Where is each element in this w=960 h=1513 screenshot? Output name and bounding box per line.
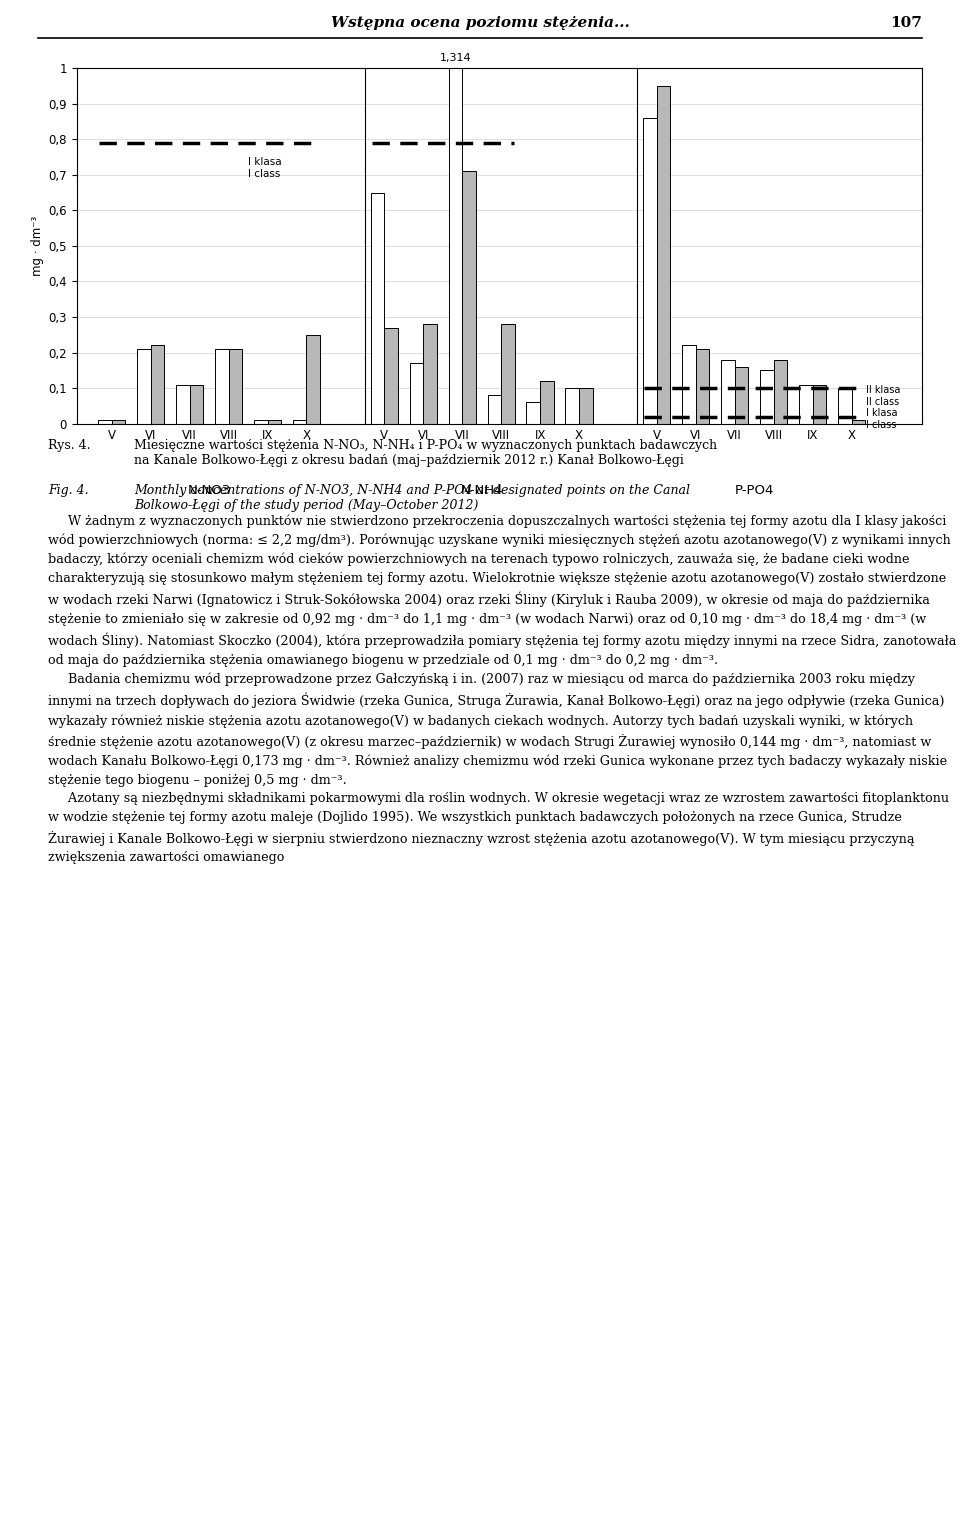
Text: P-PO4: P-PO4: [734, 484, 774, 498]
Text: N-NO3: N-NO3: [187, 484, 230, 498]
Bar: [228, 350, 242, 424]
Text: N-NH4: N-NH4: [461, 484, 503, 498]
Bar: [838, 389, 852, 424]
Bar: [540, 381, 554, 424]
Bar: [462, 171, 476, 424]
Text: W żadnym z wyznaczonych punktów nie stwierdzono przekroczenia dopuszczalnych war: W żadnym z wyznaczonych punktów nie stwi…: [48, 514, 956, 864]
Text: Wstępna ocena poziomu stężenia...: Wstępna ocena poziomu stężenia...: [330, 17, 630, 30]
Bar: [410, 363, 423, 424]
Bar: [137, 350, 151, 424]
Bar: [151, 345, 164, 424]
Bar: [657, 86, 670, 424]
Bar: [565, 389, 579, 424]
Bar: [721, 360, 734, 424]
Bar: [799, 384, 812, 424]
Bar: [526, 402, 540, 424]
Bar: [423, 324, 437, 424]
Bar: [852, 421, 865, 424]
Bar: [501, 324, 515, 424]
Bar: [812, 384, 827, 424]
Bar: [579, 389, 592, 424]
Bar: [254, 421, 268, 424]
Y-axis label: mg · dm⁻³: mg · dm⁻³: [32, 216, 44, 275]
Bar: [643, 118, 657, 424]
Text: Miesięczne wartości stężenia N-NO₃, N-NH₄ i P-PO₄ w wyznaczonych punktach badawc: Miesięczne wartości stężenia N-NO₃, N-NH…: [134, 439, 717, 468]
Bar: [448, 68, 462, 424]
Bar: [268, 421, 281, 424]
Text: Rys. 4.: Rys. 4.: [48, 439, 90, 452]
Bar: [760, 371, 774, 424]
Bar: [111, 421, 126, 424]
Bar: [215, 350, 228, 424]
Bar: [696, 350, 709, 424]
Bar: [683, 345, 696, 424]
Bar: [306, 334, 320, 424]
Text: II klasa
II class
I klasa
I class: II klasa II class I klasa I class: [866, 386, 900, 430]
Bar: [384, 328, 398, 424]
Bar: [190, 384, 204, 424]
Bar: [176, 384, 190, 424]
Text: Monthly concentrations of N-NO3, N-NH4 and P-PO4 at designated points on the Can: Monthly concentrations of N-NO3, N-NH4 a…: [134, 484, 690, 513]
Bar: [293, 421, 306, 424]
Bar: [371, 192, 384, 424]
Bar: [98, 421, 111, 424]
Bar: [734, 366, 749, 424]
Bar: [774, 360, 787, 424]
Text: I klasa
I class: I klasa I class: [248, 157, 281, 179]
Text: 1,314: 1,314: [440, 53, 471, 62]
Text: Fig. 4.: Fig. 4.: [48, 484, 88, 498]
Bar: [488, 395, 501, 424]
Text: 107: 107: [890, 17, 922, 30]
